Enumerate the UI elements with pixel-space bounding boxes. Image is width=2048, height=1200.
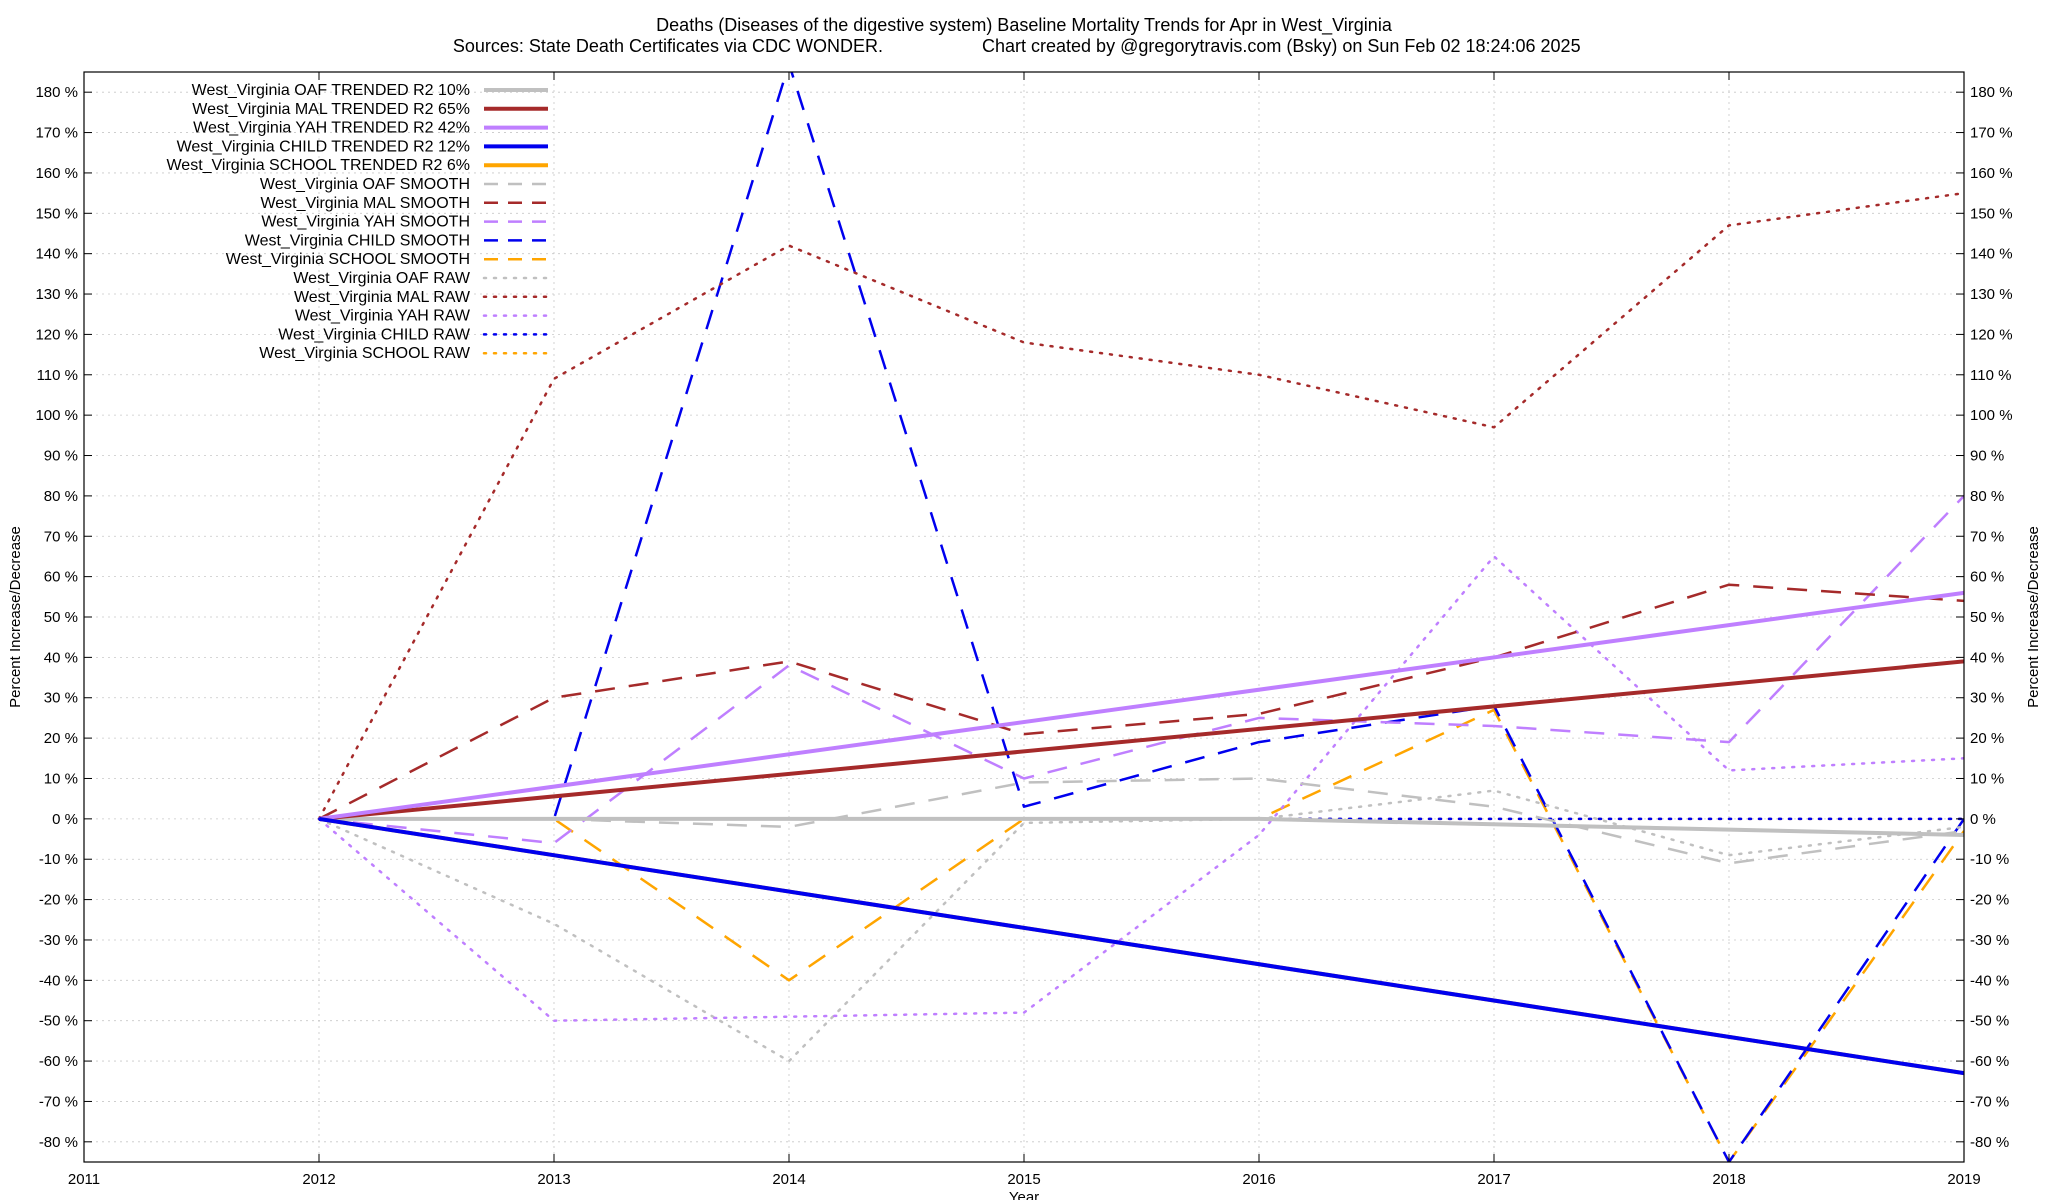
y-tick-label-left: 140 % (35, 246, 78, 263)
x-tick-label: 2012 (302, 1171, 335, 1188)
x-tick-label: 2017 (1477, 1171, 1510, 1188)
axis-ticks: 180 % 180 % 170 % 170 % 160 % 160 % 150 % 150 %… (35, 72, 2013, 1188)
y-tick-label-left: -50 % (39, 1013, 78, 1030)
y-tick-label-left: 10 % (44, 770, 78, 787)
series-lines (317, 72, 1964, 1162)
y-tick-label-left: 80 % (44, 488, 78, 505)
y-tick-label-left: 130 % (35, 286, 78, 303)
y-tick-label-left: -70 % (39, 1093, 78, 1110)
y-tick-label-right: -60 % (1970, 1053, 2009, 1070)
y-tick-label-right: 140 % (1970, 246, 2013, 263)
y-tick-label-left: -40 % (39, 972, 78, 989)
y-tick-label-right: -10 % (1970, 851, 2009, 868)
y-tick-label-left: 110 % (37, 367, 78, 384)
y-tick-label-right: 160 % (1970, 165, 2013, 182)
y-tick-label-left: -20 % (39, 892, 78, 909)
legend-label: West_Virginia SCHOOL RAW (259, 345, 471, 362)
y-tick-label-right: 70 % (1970, 528, 2004, 545)
y-axis-title-left: Percent Increase/Decrease (7, 526, 24, 708)
series-line-west-virginia-mal-smooth (318, 583, 1964, 821)
y-tick-label-left: 40 % (44, 649, 78, 666)
legend-label: West_Virginia YAH TRENDED R2 42% (193, 120, 470, 137)
y-tick-label-right: -20 % (1970, 892, 2009, 909)
y-tick-label-right: 60 % (1970, 569, 2004, 586)
y-tick-label-left: 0 % (52, 811, 78, 828)
legend-label: West_Virginia SCHOOL TRENDED R2 6% (166, 157, 470, 174)
legend-label: West_Virginia CHILD SMOOTH (245, 232, 470, 249)
y-tick-label-left: 30 % (44, 690, 78, 707)
legend-label: West_Virginia YAH RAW (295, 308, 471, 325)
x-tick-label: 2014 (772, 1171, 805, 1188)
legend-label: West_Virginia OAF TRENDED R2 10% (192, 82, 470, 99)
y-tick-label-right: 90 % (1970, 448, 2004, 465)
y-tick-label-left: 180 % (35, 84, 78, 101)
legend-label: West_Virginia MAL RAW (294, 289, 471, 306)
y-tick-label-right: -30 % (1970, 932, 2009, 949)
y-tick-label-left: -60 % (39, 1053, 78, 1070)
series-line-west-virginia-mal-raw (317, 191, 1964, 821)
series-line-west-virginia-oaf-trended-r2-10 (319, 816, 1964, 837)
y-tick-label-left: -30 % (39, 932, 78, 949)
y-tick-label-right: -70 % (1970, 1093, 2009, 1110)
x-tick-label: 2016 (1242, 1171, 1275, 1188)
y-tick-label-left: 90 % (44, 448, 78, 465)
legend-label: West_Virginia MAL SMOOTH (260, 195, 470, 212)
y-tick-label-right: -80 % (1970, 1134, 2009, 1151)
y-tick-label-right: 10 % (1970, 770, 2004, 787)
y-tick-label-right: 50 % (1970, 609, 2004, 626)
x-tick-label: 2011 (68, 1171, 100, 1188)
legend: West_Virginia OAF TRENDED R2 10% West_Vir… (166, 82, 550, 362)
y-tick-label-left: 160 % (35, 165, 78, 182)
y-tick-label-left: -80 % (39, 1134, 78, 1151)
chart-subtitle-credit: Chart created by @gregorytravis.com (Bsk… (982, 36, 1581, 56)
series-line-west-virginia-mal-trended-r2-65 (318, 659, 1964, 821)
x-axis-title: Year (1009, 1189, 1039, 1200)
y-tick-label-left: 120 % (35, 326, 78, 343)
y-axis-title-right: Percent Increase/Decrease (2025, 526, 2042, 708)
y-tick-label-right: 40 % (1970, 649, 2004, 666)
x-tick-label: 2013 (537, 1171, 570, 1188)
y-tick-label-left: 50 % (44, 609, 78, 626)
legend-label: West_Virginia OAF RAW (293, 270, 471, 287)
legend-label: West_Virginia MAL TRENDED R2 65% (192, 101, 470, 118)
y-tick-label-right: 110 % (1970, 367, 2011, 384)
series-line-west-virginia-yah-smooth (318, 495, 1964, 845)
y-tick-label-right: 0 % (1970, 811, 1996, 828)
chart-title: Deaths (Diseases of the digestive system… (656, 15, 1393, 36)
y-tick-label-left: 70 % (44, 528, 78, 545)
y-tick-label-right: -40 % (1970, 972, 2009, 989)
x-tick-label: 2015 (1007, 1171, 1040, 1188)
legend-label: West_Virginia YAH SMOOTH (261, 214, 470, 231)
y-tick-label-right: 20 % (1970, 730, 2004, 747)
y-tick-label-right: 170 % (1970, 125, 2013, 142)
legend-label: West_Virginia OAF SMOOTH (260, 176, 470, 193)
x-tick-label: 2018 (1712, 1171, 1745, 1188)
chart-subtitle-sources: Sources: State Death Certificates via CD… (453, 36, 883, 56)
legend-label: West_Virginia SCHOOL SMOOTH (226, 251, 470, 268)
y-tick-label-left: 100 % (35, 407, 78, 424)
y-tick-label-left: 150 % (35, 205, 78, 222)
y-tick-label-right: 80 % (1970, 488, 2004, 505)
series-line-west-virginia-yah-trended-r2-42 (318, 590, 1964, 821)
y-tick-label-right: 120 % (1970, 326, 2013, 343)
y-tick-label-right: 180 % (1970, 84, 2013, 101)
x-tick-label: 2019 (1947, 1171, 1980, 1188)
y-tick-label-right: 100 % (1970, 407, 2013, 424)
y-tick-label-left: -10 % (39, 851, 78, 868)
y-tick-label-left: 170 % (35, 125, 78, 142)
y-tick-label-right: -50 % (1970, 1013, 2009, 1030)
series-line-west-virginia-child-trended-r2-12 (318, 816, 1964, 1076)
legend-label: West_Virginia CHILD RAW (278, 326, 471, 343)
y-tick-label-right: 30 % (1970, 690, 2004, 707)
y-tick-label-left: 20 % (44, 730, 78, 747)
series-line-west-virginia-yah-raw (317, 555, 1964, 1022)
y-tick-label-left: 60 % (44, 569, 78, 586)
y-tick-label-right: 150 % (1970, 205, 2013, 222)
y-tick-label-right: 130 % (1970, 286, 2013, 303)
legend-label: West_Virginia CHILD TRENDED R2 12% (177, 138, 470, 155)
